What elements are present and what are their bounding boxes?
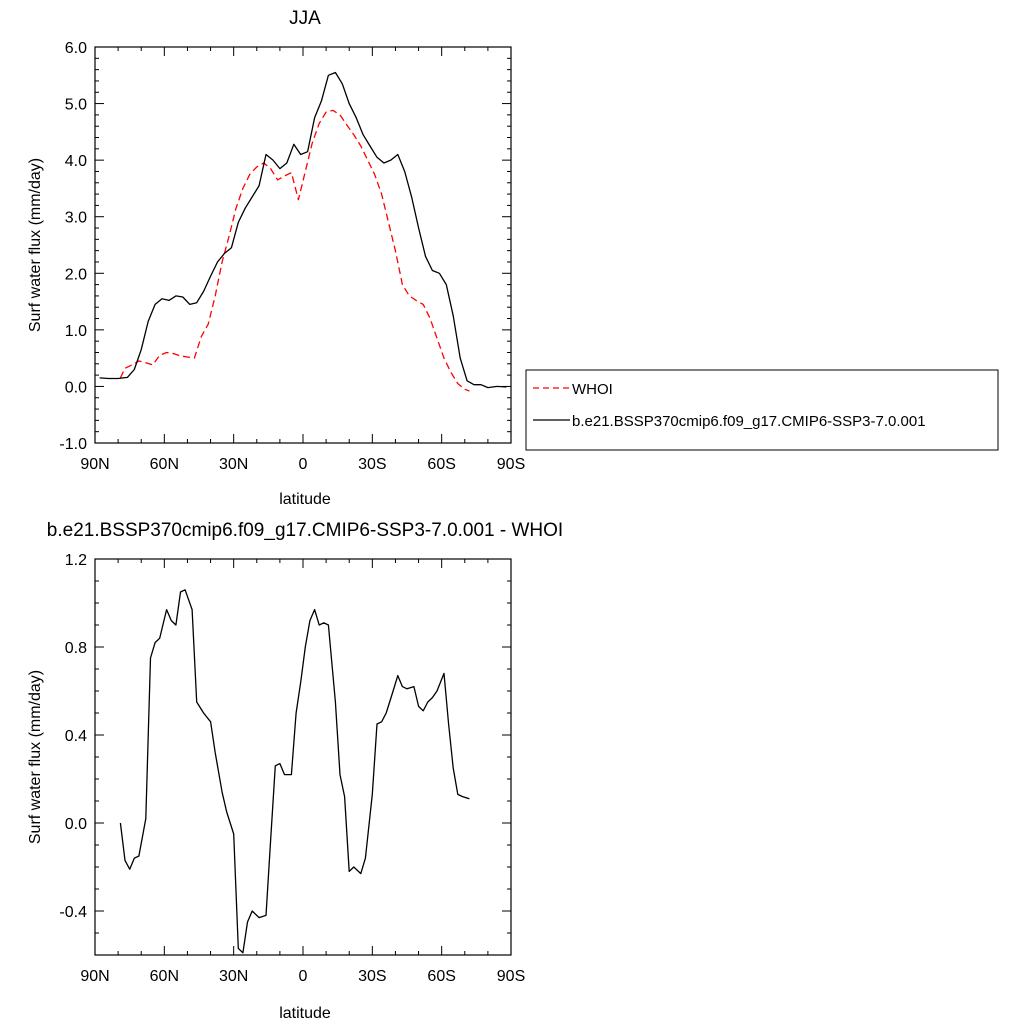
series-lines	[99, 71, 507, 392]
y-tick-label: -1.0	[59, 436, 87, 453]
y-tick-label: 1.2	[65, 552, 87, 569]
y-tick-label: 2.0	[65, 266, 87, 283]
x-axis-label: latitude	[279, 491, 331, 508]
y-tick-label: 0.8	[65, 640, 87, 657]
x-tick-label: 30N	[219, 456, 248, 473]
legend-box	[525, 369, 999, 451]
y-tick-label: -0.4	[59, 904, 87, 921]
x-tick-labels: 90N 60N 30N 0 30S 60S 90S	[80, 456, 525, 473]
y-tick-label: 3.0	[65, 210, 87, 227]
series-line-model	[119, 589, 470, 954]
x-tick-label: 60N	[150, 456, 179, 473]
y-axis-label: Surf water flux (mm/day)	[27, 670, 44, 844]
plot-frame	[94, 558, 512, 956]
y-tick-labels: -0.4 0.0 0.4 0.8 1.2	[59, 552, 87, 921]
x-tick-label: 90N	[80, 968, 109, 985]
plot-frame	[94, 46, 512, 444]
legend: WHOI b.e21.BSSP370cmip6.f09_g17.CMIP6-SS…	[525, 369, 999, 451]
y-axis-label: Surf water flux (mm/day)	[27, 158, 44, 332]
y-tick-label: 1.0	[65, 323, 87, 340]
legend-label-model: b.e21.BSSP370cmip6.f09_g17.CMIP6-SSP3-7.…	[572, 413, 926, 430]
x-tick-label: 30S	[358, 968, 386, 985]
x-tick-label: 60S	[427, 456, 455, 473]
chart-title: b.e21.BSSP370cmip6.f09_g17.CMIP6-SSP3-7.…	[47, 520, 563, 541]
x-tick-label: 30S	[358, 456, 386, 473]
x-tick-label: 30N	[219, 968, 248, 985]
y-tick-label: 0.0	[65, 379, 87, 396]
x-tick-label: 0	[299, 456, 308, 473]
chart-title: JJA	[289, 8, 321, 29]
x-tick-labels: 90N 60N 30N 0 30S 60S 90S	[80, 968, 525, 985]
axis-ticks	[94, 46, 512, 444]
top-panel: JJA -1.0 0.0 1.0 2.0 3.0 4.0 5.0 6.0 90N 60N 30N 0…	[27, 8, 525, 508]
x-tick-label: 90S	[497, 968, 525, 985]
x-tick-label: 60S	[427, 968, 455, 985]
series-line-whoi	[119, 109, 470, 392]
y-tick-label: 6.0	[65, 40, 87, 57]
series-line-model	[99, 71, 507, 389]
bottom-panel: b.e21.BSSP370cmip6.f09_g17.CMIP6-SSP3-7.…	[27, 520, 563, 1022]
x-tick-label: 90S	[497, 456, 525, 473]
series-lines	[119, 589, 470, 954]
x-tick-label: 60N	[150, 968, 179, 985]
x-axis-label: latitude	[279, 1005, 331, 1022]
legend-label-whoi: WHOI	[572, 381, 613, 398]
x-tick-label: 90N	[80, 456, 109, 473]
axis-ticks	[94, 558, 512, 956]
y-tick-label: 0.4	[65, 728, 87, 745]
x-tick-label: 0	[299, 968, 308, 985]
y-tick-label: 5.0	[65, 97, 87, 114]
y-tick-label: 4.0	[65, 153, 87, 170]
y-tick-label: 0.0	[65, 816, 87, 833]
y-tick-labels: -1.0 0.0 1.0 2.0 3.0 4.0 5.0 6.0	[59, 40, 87, 453]
